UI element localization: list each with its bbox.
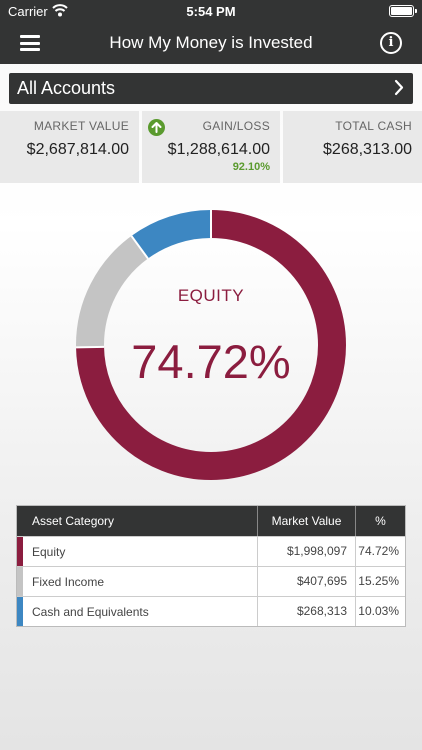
allocation-donut-chart[interactable]: EQUITY 74.72%: [76, 210, 346, 480]
table-header: Asset Category Market Value %: [17, 506, 405, 536]
donut-selected-label: EQUITY: [177, 286, 245, 305]
total-cash-card: TOTAL CASH $268,313.00: [283, 111, 422, 183]
battery-icon: [389, 5, 417, 17]
gain-loss-amount: $1,288,614.00: [167, 141, 270, 158]
table-row[interactable]: Equity $1,998,097 74.72%: [17, 536, 405, 566]
donut-selected-value: 74.72%: [131, 335, 291, 388]
gain-loss-label: GAIN/LOSS: [202, 119, 270, 133]
account-selector-label: All Accounts: [17, 78, 116, 98]
row-percent: 10.03%: [355, 597, 405, 626]
summary-stats: MARKET VALUE $2,687,814.00 GAIN/LOSS $1,…: [0, 111, 422, 183]
gain-loss-percent: 92.10%: [232, 161, 270, 173]
total-cash-label: TOTAL CASH: [335, 119, 412, 133]
donut-svg: [76, 210, 346, 480]
gain-loss-card: GAIN/LOSS $1,288,614.00 92.10%: [142, 111, 280, 183]
total-cash-amount: $268,313.00: [323, 141, 412, 158]
header-market-value: Market Value: [257, 506, 355, 536]
row-market-value: $407,695: [257, 567, 355, 596]
row-percent: 74.72%: [355, 537, 405, 566]
clock: 5:54 PM: [186, 4, 236, 19]
market-value-amount: $2,687,814.00: [26, 141, 129, 158]
wifi-icon: [52, 4, 68, 17]
info-icon[interactable]: i: [380, 32, 402, 54]
header-percent: %: [355, 506, 405, 536]
row-category: Equity: [32, 545, 66, 559]
cash-swatch: [17, 597, 23, 626]
row-market-value: $1,998,097: [257, 537, 355, 566]
allocation-table: Asset Category Market Value % Equity $1,…: [16, 505, 406, 627]
table-row[interactable]: Cash and Equivalents $268,313 10.03%: [17, 596, 405, 626]
nav-bar: How My Money is Invested i: [0, 24, 422, 64]
row-category: Cash and Equivalents: [32, 605, 149, 619]
page-title: How My Money is Invested: [109, 33, 313, 52]
market-value-card: MARKET VALUE $2,687,814.00: [0, 111, 139, 183]
account-selector[interactable]: All Accounts: [9, 73, 413, 104]
market-value-label: MARKET VALUE: [33, 119, 129, 133]
row-market-value: $268,313: [257, 597, 355, 626]
equity-swatch: [17, 537, 23, 566]
status-bar: Carrier 5:54 PM: [0, 0, 422, 24]
carrier-label: Carrier: [8, 4, 48, 19]
fixed-income-swatch: [17, 567, 23, 596]
table-row[interactable]: Fixed Income $407,695 15.25%: [17, 566, 405, 596]
row-percent: 15.25%: [355, 567, 405, 596]
chevron-right-icon: [394, 79, 404, 96]
donut-segment-fixed-income[interactable]: [76, 210, 346, 480]
hamburger-menu-icon[interactable]: [20, 35, 40, 51]
row-category: Fixed Income: [32, 575, 105, 589]
header-asset-category: Asset Category: [32, 514, 115, 528]
donut-separator: [130, 235, 149, 260]
arrow-up-circle-icon: [148, 119, 165, 136]
